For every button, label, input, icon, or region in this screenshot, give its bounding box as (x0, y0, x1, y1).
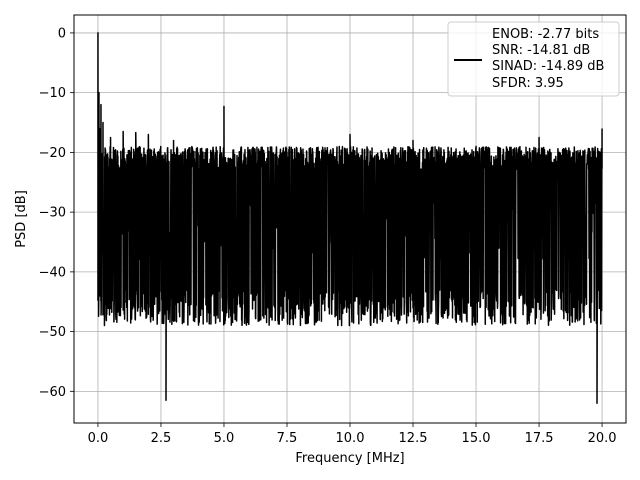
y-tick-label: −50 (39, 325, 66, 340)
x-tick-label: 2.5 (151, 431, 172, 446)
y-axis-label: PSD [dB] (14, 190, 29, 248)
psd-line (97, 32, 603, 405)
x-tick-label: 15.0 (462, 431, 491, 446)
legend-snr: SNR: -14.81 dB (492, 43, 590, 58)
x-tick-label: 17.5 (525, 431, 554, 446)
y-tick-label: −40 (39, 265, 66, 280)
y-tick-label: −10 (39, 86, 66, 101)
legend-box (447, 21, 620, 97)
x-tick-label: 7.5 (277, 431, 298, 446)
x-axis-ticks: 0.0 2.5 5.0 7.5 10.0 12.5 15.0 17.5 20.0 (88, 423, 617, 446)
psd-series (97, 32, 603, 405)
x-tick-label: 12.5 (399, 431, 428, 446)
legend-sfdr: SFDR: 3.95 (492, 76, 564, 91)
y-tick-label: 0 (58, 26, 66, 41)
legend-sinad: SINAD: -14.89 dB (492, 59, 604, 74)
y-axis-ticks: 0 −10 −20 −30 −40 −50 −60 (39, 26, 74, 400)
y-tick-label: −20 (39, 146, 66, 161)
y-tick-label: −30 (39, 206, 66, 221)
x-axis-label: Frequency [MHz] (295, 451, 404, 466)
x-tick-label: 20.0 (588, 431, 617, 446)
legend-enob: ENOB: -2.77 bits (492, 27, 599, 42)
x-tick-label: 10.0 (336, 431, 365, 446)
x-tick-label: 5.0 (214, 431, 235, 446)
y-tick-label: −60 (39, 385, 66, 400)
x-tick-label: 0.0 (88, 431, 109, 446)
legend: ENOB: -2.77 bits SNR: -14.81 dB SINAD: -… (447, 21, 620, 97)
